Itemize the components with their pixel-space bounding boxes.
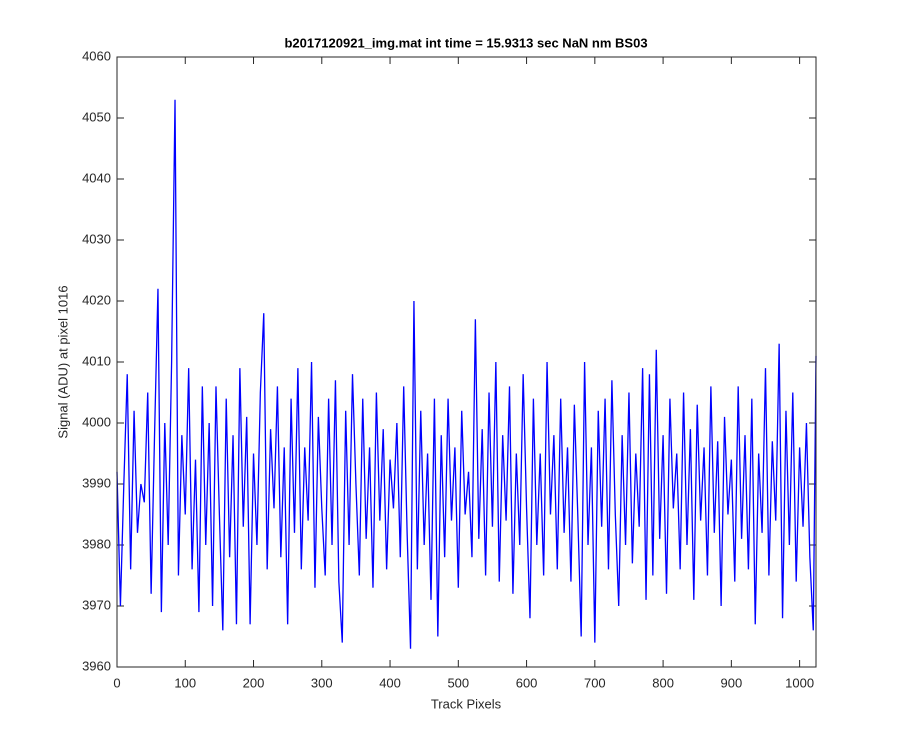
x-tick-label: 300 — [311, 675, 333, 690]
y-tick-label: 3970 — [82, 597, 111, 612]
y-tick-label: 3990 — [82, 475, 111, 490]
y-tick-label: 4020 — [82, 292, 111, 307]
x-tick-label: 200 — [243, 675, 265, 690]
y-tick-label: 4050 — [82, 109, 111, 124]
plot-area — [117, 57, 816, 667]
data-line — [116, 99, 817, 649]
chart-title: b2017120921_img.mat int time = 15.9313 s… — [284, 35, 647, 50]
y-tick-label: 4040 — [82, 170, 111, 185]
axes-box — [116, 56, 817, 668]
x-tick-label: 100 — [174, 675, 196, 690]
x-tick-label: 400 — [379, 675, 401, 690]
x-tick-label: 1000 — [785, 675, 814, 690]
x-tick-label: 900 — [721, 675, 743, 690]
y-tick-label: 4030 — [82, 231, 111, 246]
y-axis-label: Signal (ADU) at pixel 1016 — [55, 285, 70, 438]
x-tick-label: 800 — [652, 675, 674, 690]
y-tick-label: 4060 — [82, 48, 111, 63]
x-axis-label: Track Pixels — [431, 696, 502, 711]
x-tick-label: 0 — [113, 675, 120, 690]
x-tick-label: 500 — [447, 675, 469, 690]
x-tick-label: 600 — [516, 675, 538, 690]
y-tick-label: 4000 — [82, 414, 111, 429]
y-tick-label: 3960 — [82, 658, 111, 673]
x-tick-label: 700 — [584, 675, 606, 690]
y-tick-label: 3980 — [82, 536, 111, 551]
y-tick-label: 4010 — [82, 353, 111, 368]
